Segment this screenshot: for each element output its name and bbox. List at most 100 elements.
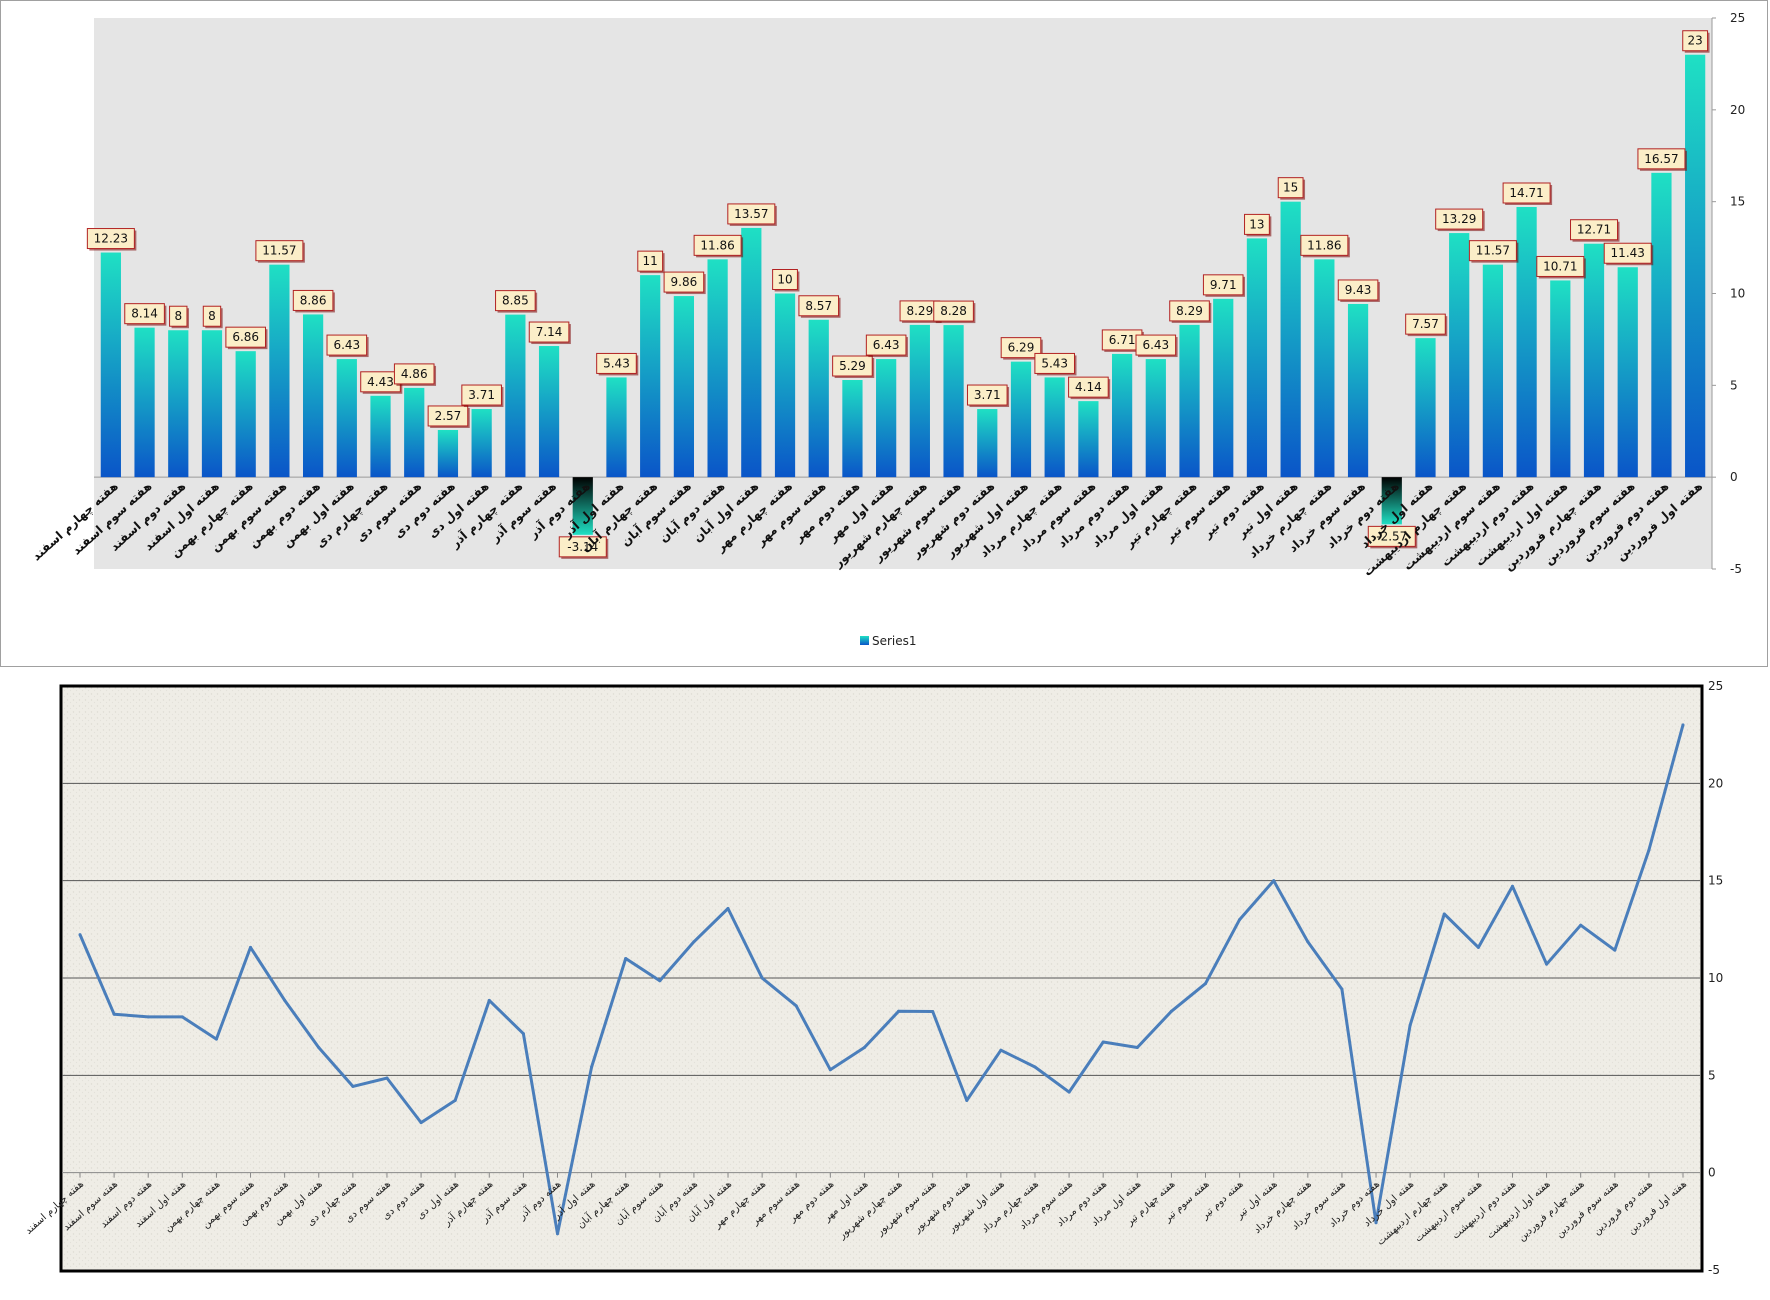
data-label: 8 [208, 309, 216, 323]
data-label-box [1068, 376, 1109, 398]
bar [168, 330, 189, 478]
bar [943, 325, 964, 478]
data-label-box [169, 305, 188, 327]
data-label-box [1244, 213, 1270, 235]
bar [336, 359, 357, 478]
data-label: 5.43 [603, 356, 630, 370]
data-point [931, 1009, 935, 1013]
bar [640, 275, 661, 478]
data-point [146, 1015, 150, 1019]
y-tick-label: 10 [1708, 971, 1723, 985]
bar [909, 324, 930, 478]
data-label-box [637, 250, 664, 272]
data-label-box [1603, 242, 1652, 264]
bar [1246, 238, 1268, 478]
data-label-box [1405, 313, 1446, 335]
data-label: 11.57 [262, 244, 296, 258]
data-label-box [727, 203, 776, 225]
y-tick-label: 25 [1708, 679, 1723, 693]
series-line [78, 724, 1685, 1236]
data-label-box [798, 295, 840, 317]
bar [1111, 353, 1133, 478]
data-label-box [1300, 234, 1349, 256]
data-point [214, 1037, 218, 1041]
data-point [794, 1004, 798, 1008]
data-point [1408, 1023, 1412, 1027]
data-label-box [1435, 208, 1484, 230]
data-point [1442, 912, 1446, 916]
data-label-box [933, 300, 974, 322]
data-label-box [1277, 177, 1304, 199]
data-label: 5.43 [1041, 356, 1068, 370]
bar [1516, 206, 1537, 478]
data-point [999, 1048, 1003, 1052]
data-point [1681, 723, 1685, 727]
bar [1415, 338, 1436, 478]
data-label: 4.86 [401, 367, 428, 381]
data-label: 11.86 [700, 238, 734, 252]
data-label: 4.43 [367, 375, 394, 389]
bar [977, 409, 998, 478]
y-tick-label: 0 [1708, 1166, 1716, 1180]
bar-chart: -5 0 5 10 15 20 25 12.23 8.14 8 8 6.86 11.57 8.86 6.4… [0, 0, 1768, 667]
data-point [726, 907, 730, 911]
data-label: 15 [1283, 181, 1298, 195]
data-label: 13 [1249, 217, 1264, 231]
data-label: 8.28 [940, 304, 967, 318]
data-point [555, 1232, 559, 1236]
bar [572, 477, 593, 535]
data-point [1135, 1045, 1139, 1049]
data-label: 6.86 [232, 330, 259, 344]
bar [876, 359, 897, 478]
data-label: 5.29 [839, 359, 866, 373]
data-label: 12.23 [94, 232, 128, 246]
bar [1583, 243, 1605, 478]
data-label: 13.57 [734, 207, 768, 221]
data-label-box [292, 289, 334, 311]
bar [808, 319, 829, 478]
data-label-box [86, 228, 135, 250]
data-point [1204, 982, 1208, 986]
bar [538, 346, 560, 478]
bar [1550, 280, 1571, 478]
data-label-box [1536, 255, 1585, 277]
bar [774, 293, 796, 478]
data-label: 7.14 [536, 325, 563, 339]
data-label-box [1682, 30, 1709, 52]
bar [269, 264, 290, 478]
y-tick-label: 25 [1730, 11, 1745, 25]
bar [1044, 377, 1065, 478]
data-label-box [558, 536, 607, 558]
data-label-box [326, 334, 368, 356]
data-point [760, 976, 764, 980]
data-label-box [1637, 148, 1686, 170]
data-label-box [255, 240, 304, 262]
bar [1145, 359, 1166, 478]
data-label: 6.29 [1008, 341, 1035, 355]
bar [842, 380, 863, 478]
data-label: 11.43 [1611, 246, 1645, 260]
data-label-box [1468, 240, 1517, 262]
y-tick-label: 0 [1730, 470, 1738, 484]
data-point [112, 1012, 116, 1016]
bar [1213, 298, 1234, 478]
data-point [1238, 918, 1242, 922]
bar [1314, 259, 1335, 478]
data-label-box [663, 271, 705, 293]
data-point [1579, 923, 1583, 927]
data-point [965, 1098, 969, 1102]
data-point [1647, 848, 1651, 852]
data-label-box [1570, 219, 1619, 241]
bar [1179, 324, 1200, 478]
bar [1280, 201, 1301, 478]
bar [370, 395, 391, 478]
bar [1078, 401, 1099, 478]
data-point [487, 998, 491, 1002]
data-label-box [865, 334, 907, 356]
data-label-box [1000, 337, 1042, 359]
data-label-box [772, 269, 798, 290]
bar [100, 252, 121, 478]
plot-area [94, 18, 1712, 569]
bar [404, 387, 425, 478]
data-label-box [1337, 279, 1379, 301]
